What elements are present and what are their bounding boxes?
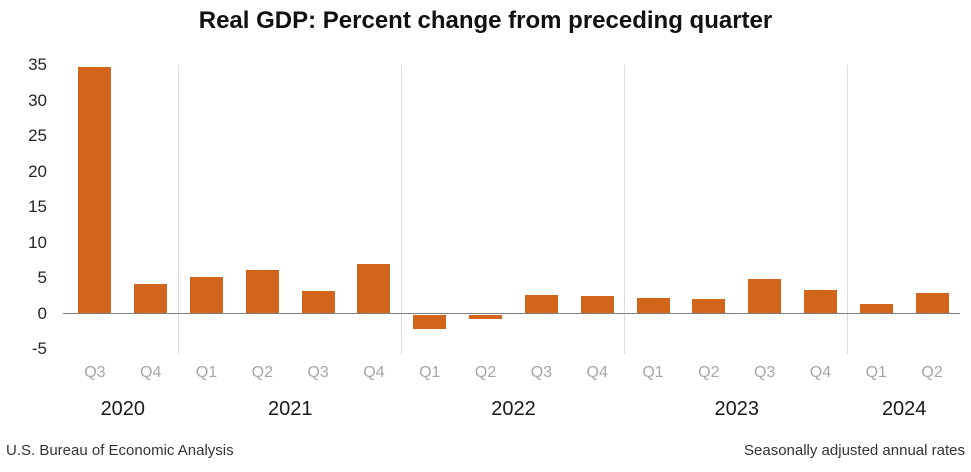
- year-label: 2021: [268, 398, 313, 420]
- year-group-2022: [402, 65, 626, 354]
- quarter-label: Q1: [195, 364, 218, 381]
- quarter-label: Q3: [530, 364, 553, 381]
- year-axis: 2020 2021 2022 2023 2024: [67, 398, 960, 420]
- bar-slot: [234, 65, 290, 349]
- bar-2024-Q2: [915, 292, 949, 314]
- year-label: 2022: [491, 398, 536, 420]
- quarter-label: Q4: [586, 364, 608, 381]
- bar-slot: [569, 65, 625, 349]
- chart-footer: U.S. Bureau of Economic Analysis Seasona…: [6, 441, 965, 460]
- bar-slot: [346, 65, 402, 349]
- y-tick-label: 35: [28, 55, 47, 74]
- bar-2024-Q1: [859, 304, 893, 314]
- plot-area: [63, 65, 960, 354]
- quarter-label: Q3: [307, 364, 329, 381]
- footer-note: Seasonally adjusted annual rates: [744, 442, 965, 459]
- year-group-2024: [848, 65, 960, 349]
- y-tick-label: 20: [28, 161, 47, 181]
- bar-slot: [625, 65, 681, 349]
- quarter-label: Q2: [251, 364, 274, 381]
- year-label-group-2022: 2022: [402, 398, 625, 420]
- year-label-group-2024: 2024: [848, 398, 960, 420]
- year-label-group-2020: 2020: [67, 398, 179, 420]
- quarter-label-group-2021: Q1 Q2 Q3 Q4: [179, 363, 402, 383]
- quarter-label: Q2: [474, 364, 497, 381]
- quarter-label: Q3: [84, 364, 106, 381]
- bar-slot: [681, 65, 737, 349]
- bar-slot: [904, 65, 960, 349]
- bar-2022-Q2: [469, 315, 503, 320]
- year-label-group-2021: 2021: [179, 398, 402, 420]
- y-tick-label: 0: [37, 303, 47, 323]
- y-axis: 35 30 25 20 15 10 5 0 -5: [0, 55, 67, 358]
- quarter-label: Q2: [698, 364, 720, 381]
- chart-body: 35 30 25 20 15 10 5 0 -5: [0, 55, 971, 358]
- bar-2021-Q2: [245, 269, 279, 314]
- bar-2023-Q2: [692, 299, 726, 314]
- bar-slot: [179, 65, 235, 349]
- bar-slot: [67, 65, 123, 349]
- quarter-label-group-2023: Q1 Q2 Q3 Q4: [625, 363, 848, 383]
- quarter-label: Q1: [419, 364, 441, 381]
- bar-slot: [123, 65, 179, 349]
- y-tick-label: 15: [28, 197, 47, 216]
- bar-slot: [458, 65, 514, 349]
- y-tick-label: 30: [28, 90, 47, 110]
- y-tick-label: 10: [28, 232, 47, 252]
- bar-2020-Q4: [134, 284, 168, 314]
- quarter-label: Q1: [865, 364, 887, 381]
- bar-slot: [737, 65, 793, 349]
- bar-2022-Q1: [413, 315, 447, 330]
- y-tick-label: 25: [28, 126, 47, 145]
- quarter-label-group-2024: Q1 Q2: [848, 363, 960, 383]
- bar-slot: [514, 65, 570, 349]
- year-label-group-2023: 2023: [625, 398, 848, 420]
- bar-2021-Q1: [190, 277, 224, 314]
- bar-2023-Q4: [803, 289, 837, 314]
- footer-source: U.S. Bureau of Economic Analysis: [6, 442, 234, 459]
- bar-2021-Q4: [357, 264, 391, 314]
- year-group-2020: [67, 65, 179, 354]
- year-group-2023: [625, 65, 849, 354]
- bar-2021-Q3: [301, 290, 335, 314]
- quarter-label-group-2022: Q1 Q2 Q3 Q4: [402, 363, 625, 383]
- chart-title: Real GDP: Percent change from preceding …: [198, 7, 773, 34]
- bar-slot: [402, 65, 458, 349]
- year-label: 2023: [714, 398, 760, 420]
- quarter-label: Q3: [753, 364, 776, 381]
- year-group-2021: [179, 65, 403, 354]
- bar-slot: [290, 65, 346, 349]
- quarter-label: Q4: [809, 364, 832, 381]
- year-label: 2020: [100, 398, 146, 420]
- quarter-label: Q2: [921, 364, 943, 381]
- bar-2022-Q3: [524, 294, 558, 314]
- quarter-label-group-2020: Q3 Q4: [67, 363, 179, 383]
- bar-2023-Q1: [636, 298, 670, 314]
- quarter-label: Q4: [140, 364, 162, 381]
- bar-2020-Q3: [78, 66, 112, 314]
- bar-slot: [848, 65, 904, 349]
- quarter-axis: Q3 Q4 Q1 Q2 Q3 Q4 Q1 Q2 Q3 Q4 Q1 Q2 Q3 Q4 Q1 Q2: [67, 363, 960, 383]
- quarter-label: Q4: [363, 364, 385, 381]
- bar-2023-Q3: [748, 279, 782, 314]
- year-label: 2024: [881, 398, 927, 420]
- quarter-label: Q1: [642, 364, 664, 381]
- bar-2022-Q4: [580, 295, 614, 314]
- zero-axis-line: [63, 313, 960, 314]
- y-tick-label: 5: [37, 268, 47, 287]
- y-tick-label: -5: [31, 339, 47, 358]
- bar-slot: [793, 65, 849, 349]
